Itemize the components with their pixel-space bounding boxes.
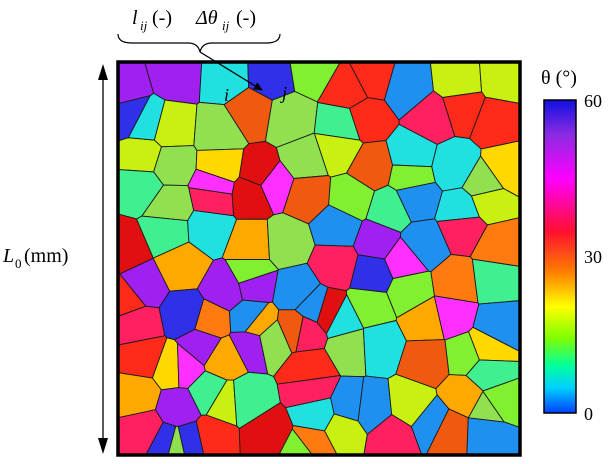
grain-cell: [294, 282, 329, 324]
grain-cell: [285, 397, 335, 432]
curly-brace: [117, 33, 281, 53]
grain-cell: [295, 315, 329, 353]
colorbar-tick-60: 60: [584, 91, 602, 111]
grain-cell: [188, 187, 234, 217]
domain-length-unit: (mm): [24, 245, 68, 267]
grain-cell: [465, 359, 520, 392]
grain-j-label: j: [280, 83, 287, 103]
grain-cell: [278, 428, 313, 455]
colorbar-gradient: [543, 99, 577, 414]
domain-length-symbol: L: [2, 245, 14, 267]
length-subscript: ij: [140, 18, 148, 33]
colorbar-tick-0: 0: [584, 404, 593, 424]
grain-cell: [177, 342, 206, 389]
grain-map: [118, 62, 520, 455]
grain-i-label: i: [224, 85, 229, 105]
domain-length-subscript: 0: [15, 256, 22, 271]
domain-size-indicator: L 0 (mm): [2, 64, 108, 454]
grain-cell: [387, 164, 436, 191]
misorientation-unit: (-): [236, 7, 256, 29]
grain-cell: [127, 92, 166, 141]
grain-cell: [187, 370, 228, 416]
grain-cell: [224, 259, 279, 284]
grain-cell: [363, 413, 423, 455]
domain-frame: [116, 60, 522, 457]
grain-cell: [118, 137, 163, 173]
grain-cell: [173, 328, 222, 367]
colorbar-title: θ (°): [541, 67, 577, 89]
grain-cell: [167, 425, 186, 455]
length-symbol: l: [132, 7, 138, 29]
grain-cell: [467, 390, 505, 423]
grain-cell: [468, 326, 520, 362]
misorientation-subscript: ij: [222, 18, 230, 33]
grain-cell: [471, 258, 520, 305]
misorientation-symbol: Δθ: [195, 7, 218, 29]
grain-cell: [461, 155, 505, 197]
grain-cell: [229, 299, 270, 333]
annotation-arrow: [199, 51, 263, 91]
length-unit: (-): [152, 7, 172, 29]
colorbar: θ (°) 60 30 0: [541, 67, 602, 424]
boundary-annotation: l ij (-) Δθ ij (-) i j: [117, 7, 287, 105]
grain-cell: [259, 318, 293, 377]
colorbar-tick-30: 30: [584, 247, 602, 267]
grain-cell: [260, 159, 295, 216]
grain-cell: [384, 236, 430, 280]
